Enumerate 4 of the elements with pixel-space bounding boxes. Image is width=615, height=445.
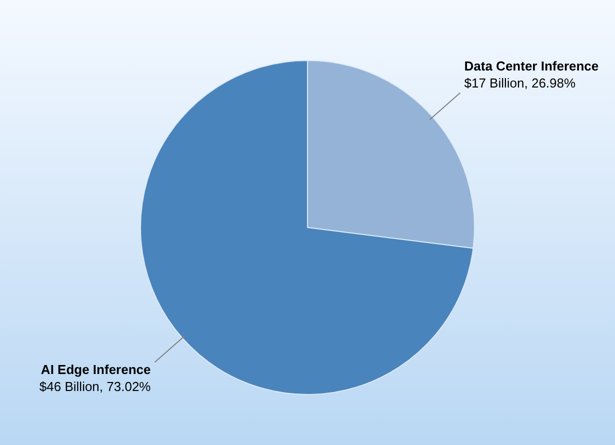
data-label: $46 Billion, 73.02% xyxy=(39,378,152,394)
slice-label: AI Edge Inference xyxy=(40,362,151,377)
data-label: $17 Billion, 26.98% xyxy=(464,75,576,90)
slice-label: Data Center Inference xyxy=(464,58,599,74)
